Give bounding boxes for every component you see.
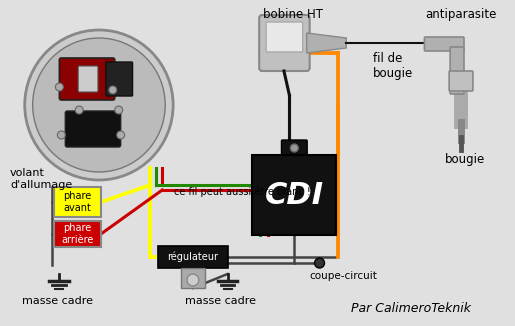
FancyBboxPatch shape bbox=[450, 47, 464, 94]
Text: masse cadre: masse cadre bbox=[185, 296, 256, 306]
Circle shape bbox=[315, 258, 324, 268]
FancyBboxPatch shape bbox=[259, 15, 310, 71]
Text: volant
d'allumage: volant d'allumage bbox=[10, 168, 72, 190]
Text: masse cadre: masse cadre bbox=[22, 296, 93, 306]
FancyBboxPatch shape bbox=[266, 22, 303, 52]
Text: phare
avant: phare avant bbox=[63, 191, 92, 213]
Circle shape bbox=[56, 83, 63, 91]
Text: bougie: bougie bbox=[445, 153, 486, 166]
FancyBboxPatch shape bbox=[181, 268, 205, 288]
Polygon shape bbox=[307, 33, 346, 53]
Circle shape bbox=[115, 106, 123, 114]
Text: CDI: CDI bbox=[265, 181, 324, 210]
FancyBboxPatch shape bbox=[59, 58, 115, 100]
Circle shape bbox=[109, 86, 117, 94]
Text: bobine HT: bobine HT bbox=[263, 8, 323, 21]
Text: phare
arrière: phare arrière bbox=[61, 223, 94, 245]
Circle shape bbox=[32, 38, 165, 172]
FancyBboxPatch shape bbox=[55, 221, 101, 247]
Text: fil de
bougie: fil de bougie bbox=[373, 52, 413, 80]
Text: coupe-circuit: coupe-circuit bbox=[310, 271, 377, 281]
Circle shape bbox=[57, 131, 65, 139]
Text: Par CalimeroTeknik: Par CalimeroTeknik bbox=[351, 302, 471, 315]
FancyBboxPatch shape bbox=[449, 71, 473, 91]
FancyBboxPatch shape bbox=[424, 37, 464, 51]
Circle shape bbox=[187, 274, 199, 286]
FancyBboxPatch shape bbox=[282, 140, 307, 157]
Text: ce fil peut aussi être blanc !: ce fil peut aussi être blanc ! bbox=[174, 187, 311, 197]
FancyBboxPatch shape bbox=[55, 187, 101, 217]
FancyBboxPatch shape bbox=[158, 246, 228, 268]
Circle shape bbox=[25, 30, 173, 180]
Circle shape bbox=[290, 144, 298, 152]
FancyBboxPatch shape bbox=[65, 111, 121, 147]
FancyBboxPatch shape bbox=[252, 155, 336, 235]
FancyBboxPatch shape bbox=[78, 66, 98, 92]
FancyBboxPatch shape bbox=[106, 62, 132, 96]
Text: régulateur: régulateur bbox=[167, 252, 218, 262]
Circle shape bbox=[117, 131, 125, 139]
Text: antiparasite: antiparasite bbox=[425, 8, 497, 21]
Circle shape bbox=[75, 106, 83, 114]
